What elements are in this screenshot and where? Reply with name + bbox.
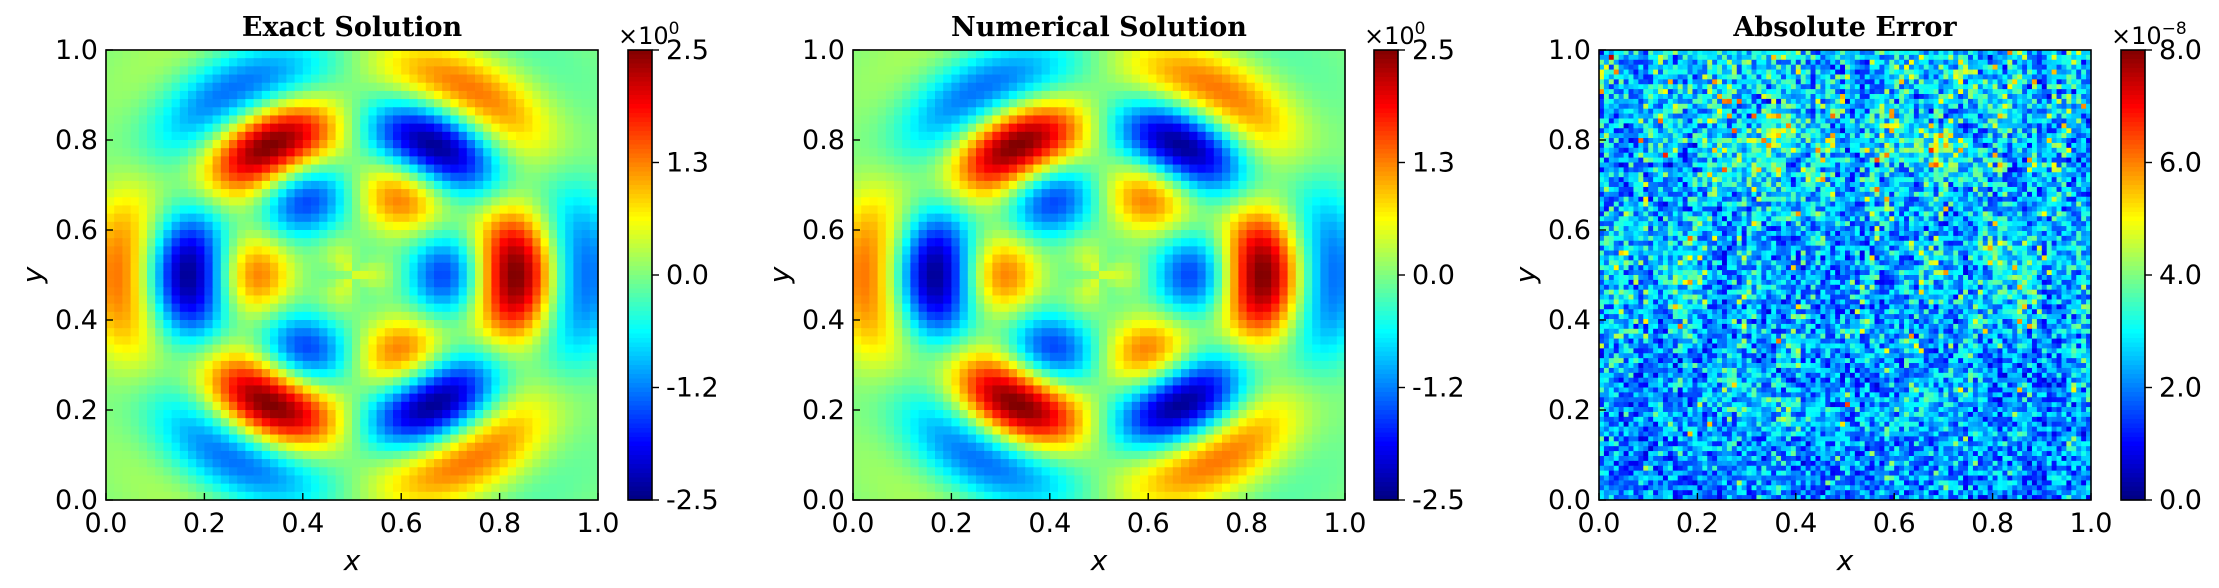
x-tick-label: 0.6 bbox=[1127, 508, 1170, 539]
colorbar-multiplier: ×100 bbox=[618, 19, 679, 50]
x-axis-label: x bbox=[1836, 544, 1854, 577]
x-tick-label: 0.2 bbox=[183, 508, 226, 539]
x-tick-label: 0.0 bbox=[1578, 508, 1621, 539]
colorbar-tick-label: -2.5 bbox=[1412, 485, 1465, 516]
plot-frame bbox=[1598, 49, 2092, 501]
y-tick-label: 0.0 bbox=[55, 485, 98, 516]
colorbar-tick-label: 0.0 bbox=[666, 260, 709, 291]
chart-title: Numerical Solution bbox=[951, 12, 1247, 43]
colorbar-tick-label: 8.0 bbox=[2159, 35, 2202, 66]
chart-title: Exact Solution bbox=[242, 12, 463, 43]
colorbar-tick-label: 2.0 bbox=[2159, 373, 2202, 404]
colorbar-tick-label: 0.0 bbox=[2159, 485, 2202, 516]
chart-title: Absolute Error bbox=[1732, 12, 1957, 43]
y-tick-label: 0.4 bbox=[1548, 305, 1591, 336]
y-tick-label: 0.6 bbox=[802, 215, 845, 246]
x-tick-label: 0.4 bbox=[1774, 508, 1817, 539]
x-tick-label: 0.6 bbox=[380, 508, 423, 539]
y-tick-label: 0.6 bbox=[55, 215, 98, 246]
x-tick-label: 0.2 bbox=[930, 508, 973, 539]
y-tick-label: 0.2 bbox=[1548, 395, 1591, 426]
y-tick-label: 1.0 bbox=[1548, 35, 1591, 66]
y-tick-label: 0.6 bbox=[1548, 215, 1591, 246]
y-tick-label: 0.8 bbox=[802, 125, 845, 156]
panel-3: 0.0 0.2 0.4 0.6 0.8 1.0 0.0 0.2 0.4 0.6 0.8 1.0 Abso… bbox=[1509, 12, 2202, 577]
colorbar-tick-label: 2.5 bbox=[666, 35, 709, 66]
x-tick-label: 0.2 bbox=[1676, 508, 1719, 539]
colorbar-tick-label: 1.3 bbox=[666, 148, 709, 179]
y-tick-label: 0.0 bbox=[802, 485, 845, 516]
y-tick-label: 0.0 bbox=[1548, 485, 1591, 516]
y-axis-label: y bbox=[1509, 266, 1542, 284]
plot-frame bbox=[852, 49, 1346, 501]
x-tick-label: 0.4 bbox=[1028, 508, 1071, 539]
y-tick-label: 0.8 bbox=[1548, 125, 1591, 156]
colorbar-tick-label: -1.2 bbox=[666, 373, 719, 404]
x-tick-label: 0.4 bbox=[281, 508, 324, 539]
colorbar-tick-label: 4.0 bbox=[2159, 260, 2202, 291]
x-tick-label: 1.0 bbox=[1324, 508, 1367, 539]
heatmap-cells bbox=[106, 50, 599, 501]
colorbar: -2.5 -1.2 0.0 1.3 2.5×100 bbox=[618, 19, 719, 516]
heatmap-cells bbox=[1599, 50, 2092, 501]
y-tick-label: 0.4 bbox=[55, 305, 98, 336]
x-tick-label: 1.0 bbox=[2070, 508, 2113, 539]
y-axis-label: y bbox=[16, 266, 49, 284]
y-tick-label: 0.2 bbox=[55, 395, 98, 426]
x-tick-label: 0.0 bbox=[85, 508, 128, 539]
colorbar-tick-label: 0.0 bbox=[1412, 260, 1455, 291]
plot-frame bbox=[105, 49, 599, 501]
y-tick-label: 1.0 bbox=[802, 35, 845, 66]
heatmap-cells bbox=[853, 50, 1346, 501]
x-tick-label: 0.0 bbox=[832, 508, 875, 539]
y-axis-label: y bbox=[763, 266, 796, 284]
colorbar-tick-label: -2.5 bbox=[666, 485, 719, 516]
colorbar: 0.0 2.0 4.0 6.0 8.0×10−8 bbox=[2111, 19, 2202, 516]
panel-1: 0.0 0.2 0.4 0.6 0.8 1.0 0.0 0.2 0.4 0.6 0.8 1.0 Exac… bbox=[16, 12, 719, 577]
colorbar-tick-label: -1.2 bbox=[1412, 373, 1465, 404]
x-axis-label: x bbox=[343, 544, 361, 577]
x-tick-label: 0.8 bbox=[478, 508, 521, 539]
y-tick-label: 0.2 bbox=[802, 395, 845, 426]
panel-2: 0.0 0.2 0.4 0.6 0.8 1.0 0.0 0.2 0.4 0.6 0.8 1.0 Nume… bbox=[763, 12, 1465, 577]
colorbar-multiplier: ×10−8 bbox=[2111, 19, 2187, 50]
x-tick-label: 0.8 bbox=[1971, 508, 2014, 539]
y-tick-label: 0.8 bbox=[55, 125, 98, 156]
x-tick-label: 1.0 bbox=[577, 508, 620, 539]
x-tick-label: 0.6 bbox=[1873, 508, 1916, 539]
colorbar-multiplier: ×100 bbox=[1364, 19, 1425, 50]
x-axis-label: x bbox=[1090, 544, 1108, 577]
colorbar-tick-label: 1.3 bbox=[1412, 148, 1455, 179]
y-tick-label: 0.4 bbox=[802, 305, 845, 336]
colorbar: -2.5 -1.2 0.0 1.3 2.5×100 bbox=[1364, 19, 1465, 516]
colorbar-tick-label: 2.5 bbox=[1412, 35, 1455, 66]
y-tick-label: 1.0 bbox=[55, 35, 98, 66]
x-tick-label: 0.8 bbox=[1225, 508, 1268, 539]
colorbar-tick-label: 6.0 bbox=[2159, 148, 2202, 179]
